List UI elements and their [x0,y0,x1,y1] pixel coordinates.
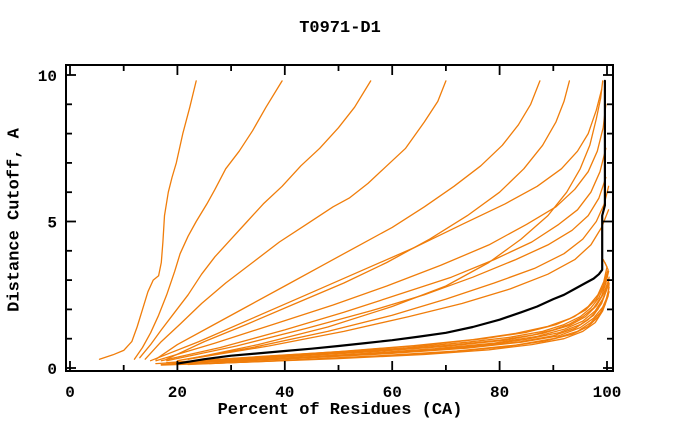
y-tick-label: 0 [47,361,57,379]
model-curve [176,185,610,362]
chart-title: T0971-D1 [299,19,381,38]
model-curve [166,176,607,362]
x-axis-label: Percent of Residues (CA) [217,401,463,420]
model-curve [133,80,283,360]
curves-layer [98,79,610,366]
x-tick-label: 100 [593,384,622,402]
model-curve [166,80,571,360]
model-curve [166,261,609,364]
x-tick-label: 80 [490,384,509,402]
plot-frame [65,64,614,372]
model-curve [160,147,607,362]
model-curve [192,285,609,364]
model-curve [187,80,604,360]
y-tick-label: 10 [38,68,57,86]
model-curve [149,88,603,362]
model-curve [155,80,541,360]
x-tick-label: 40 [275,384,294,402]
tick-labels-layer: 0 20 40 60 80 100 0 5 10 [38,68,622,402]
x-tick-label: 60 [383,384,402,402]
model-curve [144,80,447,360]
model-curve [155,103,607,362]
model-curve [139,80,372,359]
model-curve [187,209,610,360]
model-curve [203,279,610,363]
y-tick-label: 5 [47,215,57,233]
x-tick-label: 20 [168,384,187,402]
x-tick-label: 0 [65,384,75,402]
model-curve [219,294,609,363]
reference-curve [176,79,607,365]
model-curve [98,80,197,360]
model-curve [182,258,608,363]
ticks-layer [66,65,613,371]
